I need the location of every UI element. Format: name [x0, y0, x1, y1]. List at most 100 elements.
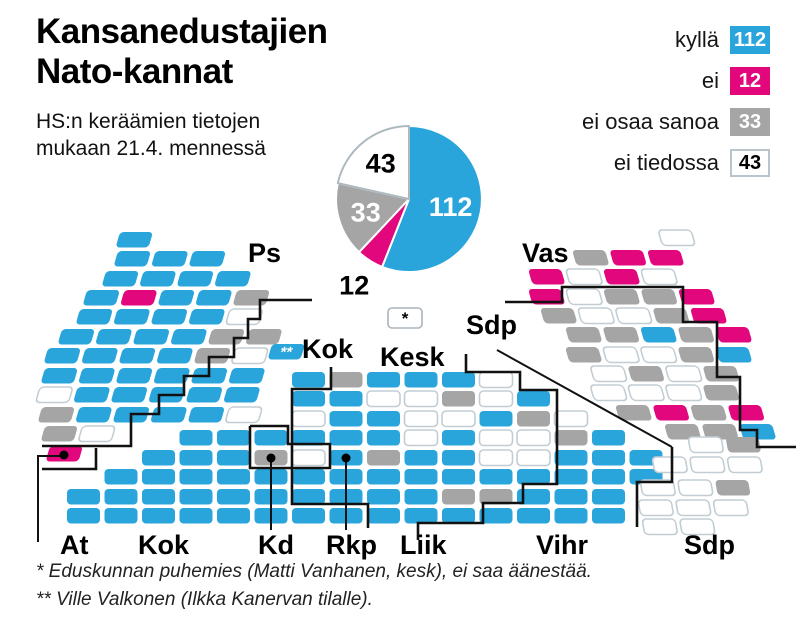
seat-rect: [292, 372, 325, 388]
seat: [590, 365, 628, 383]
seat-rect: [67, 508, 100, 524]
legend-value-box: 43: [730, 149, 770, 177]
seat-rect: [528, 289, 565, 305]
seat: [104, 469, 138, 485]
seat-rect: [658, 229, 696, 247]
seat-rect: [677, 479, 714, 497]
seat-rect: [554, 450, 588, 466]
legend-item-1: ei 12: [582, 67, 770, 95]
seat: [246, 329, 282, 345]
party-label-ps-0: Ps: [248, 238, 281, 268]
seat-rect: [517, 469, 550, 485]
seat: [78, 425, 116, 443]
section-right-wing: [528, 229, 776, 440]
seat: [154, 368, 190, 384]
seat-rect: [292, 391, 325, 407]
seat: [67, 508, 100, 524]
seat: [703, 385, 739, 401]
footnote-2: ** Ville Valkonen (Ilkka Kanervan tilall…: [36, 589, 373, 610]
seat-rect: [179, 450, 213, 466]
seat: [116, 232, 153, 248]
seat: [329, 411, 363, 427]
seat-rect: [592, 489, 625, 505]
seat: [254, 430, 288, 446]
seat-rect: [664, 424, 701, 440]
seat: [104, 508, 138, 524]
seat-rect: [665, 384, 703, 402]
seat-rect: [38, 407, 75, 423]
seat: [687, 436, 724, 454]
seat-rect: [217, 430, 250, 446]
seat: [712, 499, 749, 517]
pie-label-kyllä: 112: [429, 192, 473, 222]
seat-rect: [679, 518, 716, 536]
seat-rect: [615, 405, 652, 421]
seat: [329, 391, 363, 407]
seat: [478, 449, 514, 467]
speaker-box-rect: [387, 307, 423, 329]
seat-rect: [478, 390, 514, 408]
subtitle: HS:n keräämien tietojen mukaan 21.4. men…: [36, 108, 266, 162]
seat: [133, 329, 170, 345]
seat-rect: [678, 347, 714, 363]
seat: [603, 327, 639, 343]
seat: [104, 489, 138, 505]
seat: [690, 405, 727, 421]
seat: [702, 424, 738, 440]
seat: [292, 372, 325, 388]
seat-rect: [516, 429, 551, 447]
seat-rect: [231, 347, 269, 365]
seat-rect: [603, 269, 640, 285]
seat-rect: [441, 410, 476, 428]
seat-rect: [154, 368, 190, 384]
seat-rect: [540, 308, 577, 324]
seat: [615, 307, 653, 325]
seat-rect: [186, 387, 223, 403]
seat: [329, 372, 363, 388]
seat: [179, 430, 213, 446]
seat-rect: [553, 410, 589, 428]
seat: [114, 309, 150, 325]
seat: [517, 391, 550, 407]
seat: [79, 368, 115, 384]
seat: [233, 290, 270, 306]
seat-rect: [572, 250, 609, 266]
seat: [158, 290, 195, 306]
seat: [403, 390, 439, 408]
seat: [367, 450, 400, 466]
seat: [367, 372, 400, 388]
seat-rect: [592, 450, 625, 466]
seat: [366, 390, 401, 408]
seat-rect: [690, 405, 727, 421]
seat: [628, 366, 664, 382]
seat: [528, 269, 565, 285]
seat: [96, 329, 132, 345]
seat: [565, 327, 602, 343]
seat: [554, 469, 588, 485]
seat: [615, 405, 652, 421]
seat-rect: [246, 329, 282, 345]
seat: [517, 469, 550, 485]
seat-rect: [177, 271, 214, 287]
seat: [653, 405, 689, 421]
seat-rect: [641, 289, 677, 305]
seat: [102, 271, 139, 287]
seat: [516, 449, 551, 467]
party-label-kesk-2: Kesk: [380, 342, 446, 372]
seat-rect: [329, 411, 363, 427]
seat: [540, 308, 577, 324]
seat: [565, 347, 602, 363]
seat-rect: [703, 385, 739, 401]
seat: [41, 426, 78, 442]
seat: [142, 508, 175, 524]
seat: [726, 437, 761, 453]
seat-rect: [554, 489, 588, 505]
seat-rect: [189, 309, 225, 325]
seat-rect: [637, 499, 674, 517]
seat: [217, 508, 250, 524]
seat-rect: [478, 449, 514, 467]
double-star-seat: **: [268, 344, 305, 361]
seat-rect: [329, 391, 363, 407]
party-label-rkp-8: Rkp: [326, 530, 377, 560]
